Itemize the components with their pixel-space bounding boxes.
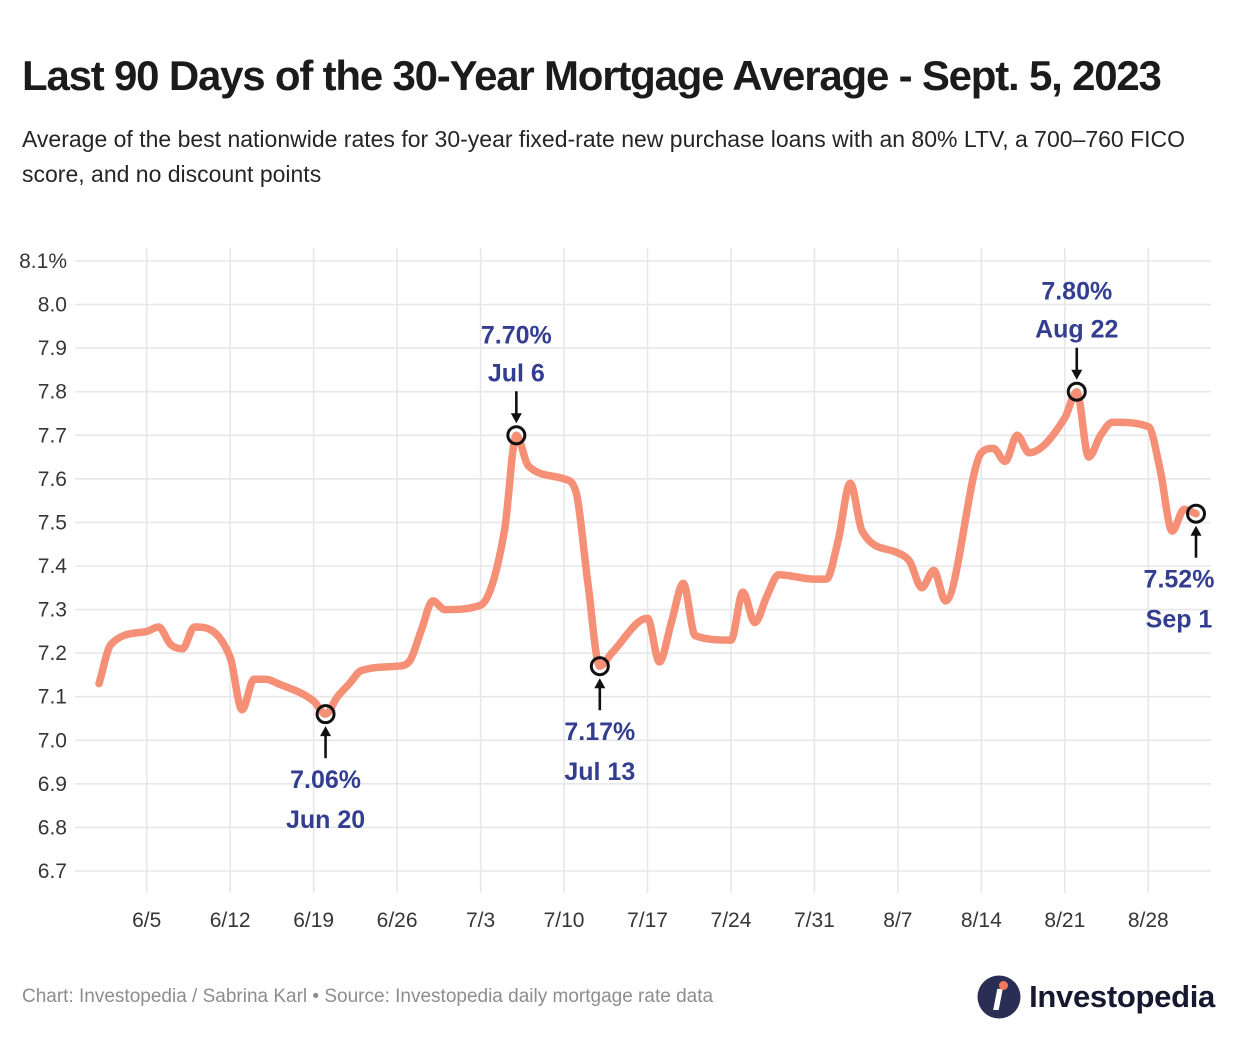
investopedia-logo: ı Investopedia <box>976 974 1215 1020</box>
svg-text:ı: ı <box>993 975 1004 1019</box>
x-tick-label: 8/14 <box>961 909 1002 932</box>
annotation-value: 7.52% <box>1144 566 1215 594</box>
chart-subtitle: Average of the best nationwide rates for… <box>22 126 1186 187</box>
highlight-marker <box>506 425 527 446</box>
annotation-arrowhead <box>510 413 522 424</box>
x-tick-label: 7/31 <box>794 909 835 932</box>
x-tick-label: 6/26 <box>377 909 418 932</box>
y-tick-label: 7.7 <box>38 424 67 447</box>
x-tick-label: 6/5 <box>132 909 161 932</box>
y-tick-label: 7.0 <box>38 729 67 752</box>
annotation-date: Jun 20 <box>286 806 365 834</box>
annotation-arrowhead <box>1190 525 1202 536</box>
y-tick-label: 7.5 <box>38 511 67 534</box>
annotation-arrowhead <box>1071 369 1083 380</box>
highlight-marker <box>315 704 336 725</box>
y-tick-label: 8.0 <box>38 294 67 317</box>
annotation-arrowhead <box>594 678 606 689</box>
y-tick-label: 8.1% <box>19 250 67 273</box>
annotation-value: 7.06% <box>290 766 361 794</box>
y-tick-label: 7.6 <box>38 468 67 491</box>
highlight-marker <box>1066 381 1087 402</box>
annotation-date: Jul 6 <box>488 359 545 387</box>
chart-title: Last 90 Days of the 30-Year Mortgage Ave… <box>22 52 1162 100</box>
highlight-marker <box>589 656 610 677</box>
rate-line <box>95 387 1200 718</box>
y-tick-label: 7.8 <box>38 381 67 404</box>
annotation-value: 7.17% <box>564 718 635 746</box>
x-tick-label: 8/28 <box>1128 909 1169 932</box>
annotation-date: Aug 22 <box>1035 316 1118 344</box>
x-tick-label: 7/3 <box>466 909 495 932</box>
highlight-marker <box>1186 503 1206 524</box>
y-tick-label: 7.1 <box>38 686 67 709</box>
y-tick-label: 7.4 <box>38 555 68 578</box>
x-tick-label: 6/12 <box>210 909 251 932</box>
investopedia-wordmark: Investopedia <box>1029 979 1215 1014</box>
annotation-value: 7.80% <box>1041 278 1112 306</box>
x-tick-label: 7/10 <box>544 909 585 932</box>
y-tick-label: 7.3 <box>38 599 67 622</box>
annotation-date: Sep 1 <box>1146 606 1213 634</box>
x-tick-label: 7/17 <box>627 909 668 932</box>
y-tick-label: 7.9 <box>38 337 67 360</box>
investopedia-logo-icon: ı <box>977 975 1021 1019</box>
chart-credit: Chart: Investopedia / Sabrina Karl • Sou… <box>22 986 714 1007</box>
annotation-value: 7.70% <box>481 321 552 349</box>
y-tick-label: 7.2 <box>38 642 67 665</box>
x-tick-label: 8/7 <box>883 909 912 932</box>
footer: Chart: Investopedia / Sabrina Karl • Sou… <box>22 964 1215 1030</box>
y-tick-label: 6.7 <box>38 860 67 883</box>
x-tick-label: 8/21 <box>1044 909 1085 932</box>
annotation-arrowhead <box>320 726 332 737</box>
annotation-date: Jul 13 <box>564 758 635 786</box>
y-tick-label: 6.8 <box>38 816 67 839</box>
x-tick-label: 7/24 <box>711 909 752 932</box>
y-tick-label: 6.9 <box>38 773 67 796</box>
x-tick-label: 6/19 <box>293 909 334 932</box>
